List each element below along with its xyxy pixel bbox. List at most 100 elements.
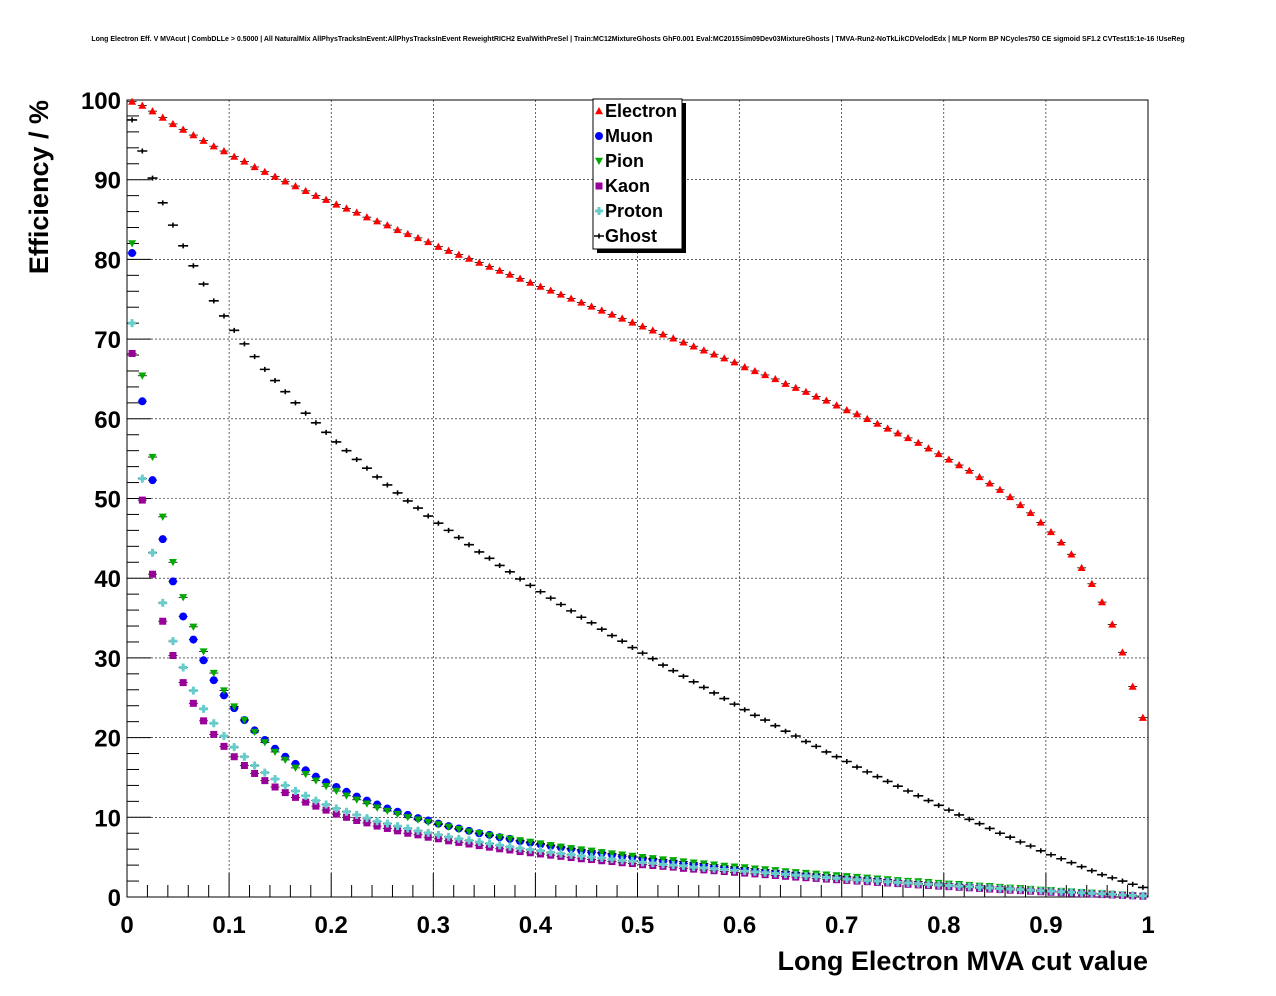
data-point-ghost <box>770 723 781 729</box>
data-point-kaon <box>332 810 340 818</box>
data-point-muon <box>209 676 218 685</box>
data-point-pion <box>168 559 177 567</box>
data-point-pion <box>659 856 668 864</box>
data-point-ghost <box>453 535 464 541</box>
data-point-ghost <box>780 728 791 734</box>
data-point-pion <box>505 835 514 843</box>
data-point-pion <box>556 843 565 851</box>
data-point-proton <box>648 859 657 868</box>
data-point-ghost <box>606 633 617 639</box>
data-point-ghost <box>903 788 914 794</box>
data-point-ghost <box>841 759 852 765</box>
data-point-electron <box>955 461 964 469</box>
data-point-pion <box>189 623 198 631</box>
data-point-proton <box>740 867 749 876</box>
data-point-ghost <box>157 200 168 206</box>
data-point-electron <box>965 466 974 474</box>
data-point-proton <box>628 857 637 866</box>
data-point-pion <box>209 669 218 678</box>
data-point-ghost <box>1015 839 1026 845</box>
data-point-ghost <box>300 410 311 416</box>
x-tick-label: 0.6 <box>723 912 756 939</box>
data-point-pion <box>250 728 259 737</box>
series-pion <box>127 240 1148 900</box>
data-point-electron <box>240 157 249 165</box>
data-point-proton <box>577 851 586 860</box>
data-point-electron <box>1138 713 1147 721</box>
data-point-pion <box>403 814 412 822</box>
data-point-kaon <box>159 617 167 625</box>
data-point-ghost <box>412 505 423 511</box>
data-point-ghost <box>882 778 893 784</box>
data-point-proton <box>138 474 147 483</box>
data-point-kaon <box>322 806 330 814</box>
data-point-proton <box>485 839 494 848</box>
data-point-kaon <box>169 652 177 660</box>
data-point-proton <box>1047 887 1056 896</box>
legend-label-proton: Proton <box>605 201 663 221</box>
data-point-kaon <box>251 769 259 777</box>
data-point-electron <box>587 302 596 310</box>
data-point-ghost <box>1076 864 1087 870</box>
data-point-electron <box>505 270 514 278</box>
data-point-proton <box>505 842 514 851</box>
data-point-electron <box>271 172 280 180</box>
y-tick-label: 20 <box>94 726 121 753</box>
data-point-ghost <box>862 769 873 775</box>
data-point-proton <box>679 861 688 870</box>
data-point-electron <box>975 472 984 481</box>
data-point-ghost <box>474 549 485 555</box>
data-point-ghost <box>249 354 260 360</box>
legend-marker-kaon <box>595 182 603 190</box>
data-point-proton <box>853 875 862 884</box>
data-point-electron <box>832 401 841 409</box>
data-point-proton <box>250 761 259 770</box>
data-point-ghost <box>617 638 628 644</box>
data-point-proton <box>750 867 759 876</box>
data-point-pion <box>301 771 310 779</box>
data-point-electron <box>424 237 433 246</box>
data-point-ghost <box>423 513 434 519</box>
data-point-pion <box>128 240 137 248</box>
data-point-ghost <box>1005 834 1016 840</box>
data-point-muon <box>189 635 198 644</box>
data-point-ghost <box>361 465 372 471</box>
data-point-electron <box>699 346 708 354</box>
data-point-pion <box>587 847 596 855</box>
data-point-electron <box>710 350 719 358</box>
data-point-pion <box>434 821 443 829</box>
data-point-pion <box>322 783 331 791</box>
data-point-electron <box>148 107 157 115</box>
data-point-kaon <box>210 730 218 738</box>
data-point-ghost <box>831 754 842 760</box>
data-point-pion <box>516 837 525 845</box>
data-point-ghost <box>790 733 801 739</box>
data-point-ghost <box>566 608 577 614</box>
data-point-proton <box>607 855 616 864</box>
data-point-proton <box>1077 888 1086 897</box>
legend: Electron Muon Pion Kaon Proton Ghost <box>592 98 686 253</box>
data-point-proton <box>699 863 708 872</box>
data-point-muon <box>138 397 147 406</box>
data-point-electron <box>567 294 576 302</box>
data-point-electron <box>659 330 668 338</box>
data-point-proton <box>373 817 382 826</box>
data-point-pion <box>465 828 474 836</box>
data-point-proton <box>240 752 249 761</box>
data-point-ghost <box>1056 856 1067 862</box>
data-point-ghost <box>372 474 383 480</box>
data-point-ghost <box>433 520 444 526</box>
data-point-proton <box>403 824 412 833</box>
data-point-ghost <box>464 542 475 548</box>
data-point-proton <box>311 796 320 805</box>
data-point-electron <box>1098 598 1107 606</box>
data-point-pion <box>413 816 422 824</box>
data-point-proton <box>781 870 790 879</box>
x-tick-label: 0.3 <box>417 912 450 939</box>
data-point-ghost <box>964 816 975 822</box>
data-point-ghost <box>637 650 648 656</box>
data-point-proton <box>444 832 453 841</box>
data-point-muon <box>128 249 137 258</box>
data-point-proton <box>597 853 606 862</box>
data-point-electron <box>638 322 647 330</box>
